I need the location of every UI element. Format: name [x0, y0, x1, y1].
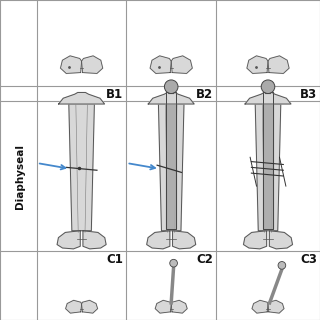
Polygon shape — [252, 300, 268, 313]
Polygon shape — [82, 56, 103, 74]
Text: B2: B2 — [196, 88, 213, 101]
Polygon shape — [265, 92, 271, 93]
Polygon shape — [166, 92, 176, 229]
Polygon shape — [255, 104, 281, 231]
Polygon shape — [57, 231, 80, 249]
Text: Diaphyseal: Diaphyseal — [15, 143, 25, 209]
Polygon shape — [82, 300, 98, 313]
Polygon shape — [155, 300, 171, 313]
Circle shape — [164, 80, 178, 93]
Polygon shape — [168, 92, 174, 93]
Polygon shape — [245, 92, 291, 104]
Text: C1: C1 — [106, 253, 123, 266]
Polygon shape — [269, 231, 292, 249]
Polygon shape — [247, 56, 268, 74]
Polygon shape — [60, 56, 82, 74]
Text: B3: B3 — [300, 88, 317, 101]
Polygon shape — [268, 300, 284, 313]
Polygon shape — [263, 92, 273, 229]
Polygon shape — [172, 231, 196, 249]
Polygon shape — [59, 92, 105, 104]
Circle shape — [261, 80, 275, 93]
Circle shape — [170, 259, 178, 267]
Polygon shape — [171, 56, 192, 74]
Text: C2: C2 — [196, 253, 213, 266]
Polygon shape — [66, 300, 82, 313]
Polygon shape — [244, 231, 267, 249]
Polygon shape — [171, 300, 187, 313]
Polygon shape — [148, 92, 194, 104]
Polygon shape — [150, 56, 171, 74]
Polygon shape — [83, 231, 106, 249]
Text: B1: B1 — [106, 88, 123, 101]
Circle shape — [278, 261, 286, 269]
Polygon shape — [268, 56, 289, 74]
Polygon shape — [158, 104, 184, 231]
Text: C3: C3 — [300, 253, 317, 266]
Polygon shape — [69, 104, 94, 231]
Polygon shape — [147, 231, 170, 249]
